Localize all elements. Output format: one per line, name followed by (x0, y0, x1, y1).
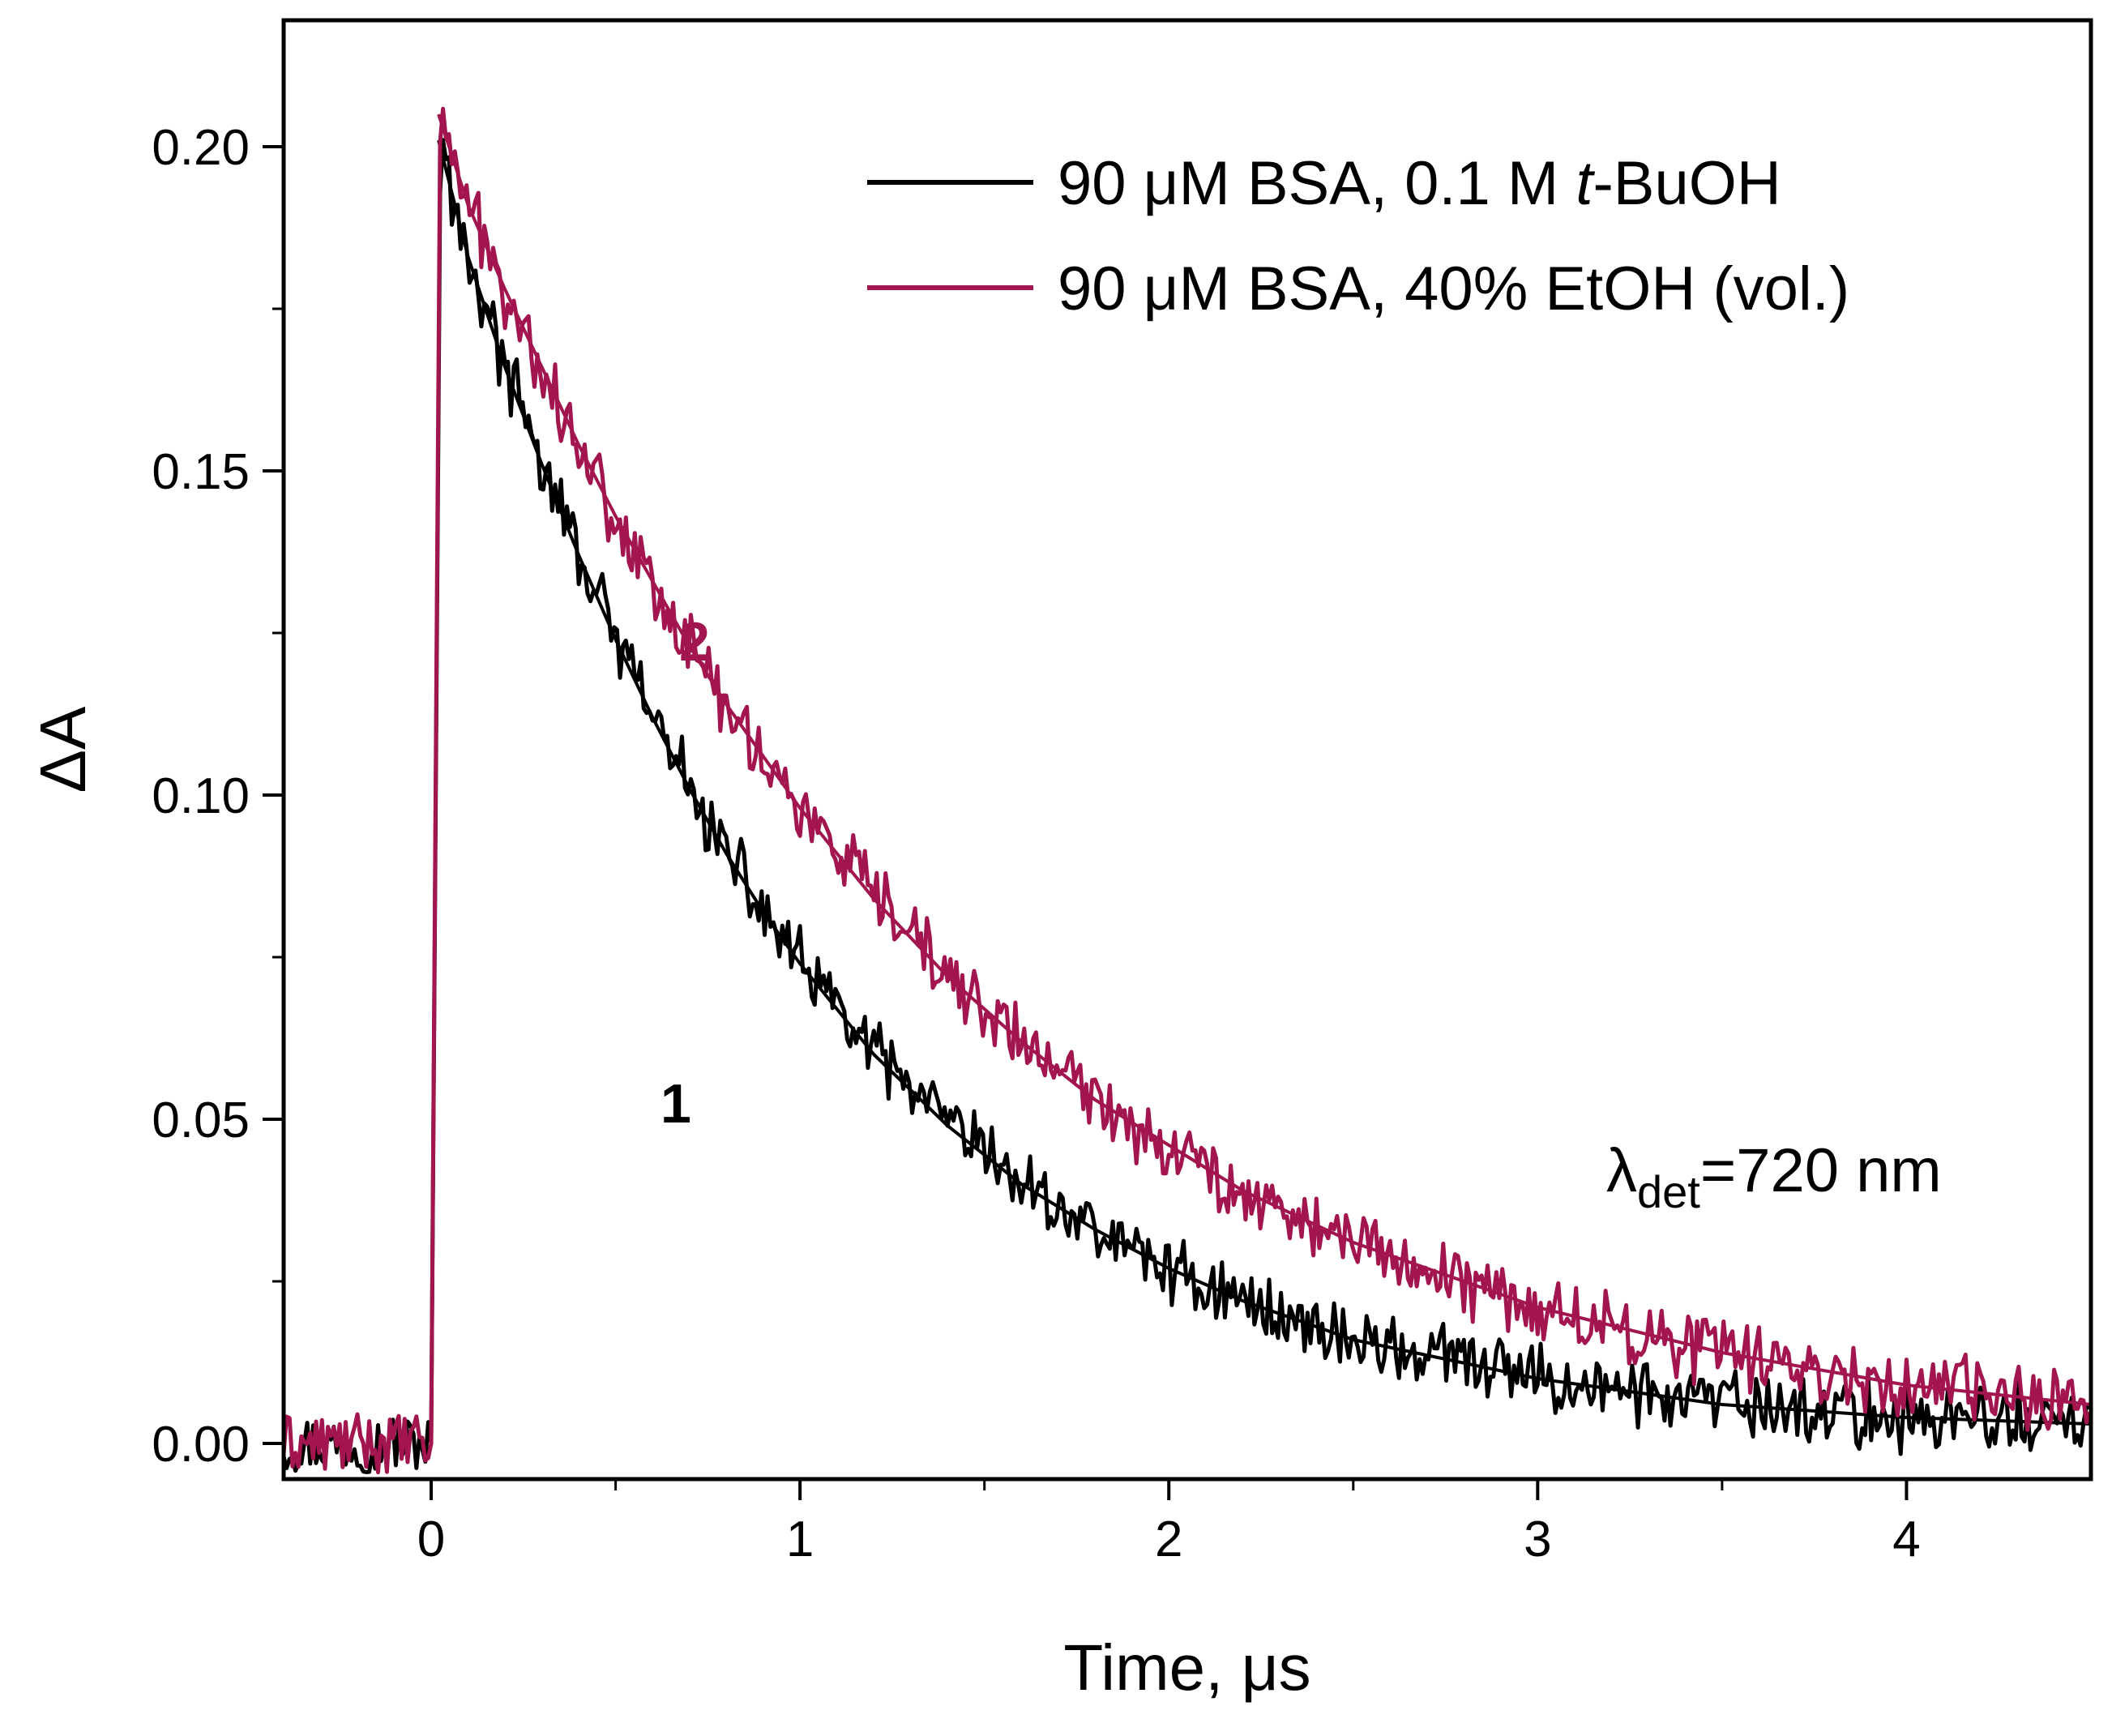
x-tick-label-4: 4 (1892, 1512, 1920, 1567)
y-tick-label-4: 0.20 (152, 120, 250, 176)
note-subscript: det (1637, 1166, 1700, 1217)
x-tick-label-3: 3 (1524, 1512, 1551, 1567)
y-tick-label-1: 0.05 (152, 1092, 250, 1148)
y-tick-label-3: 0.15 (152, 444, 250, 500)
y-tick-label-0: 0.00 (152, 1417, 250, 1473)
x-axis-title: Time, μs (1063, 1631, 1310, 1704)
detection-wavelength-note: λdet=720 nm (1606, 1136, 1942, 1217)
x-tick-label-2: 2 (1155, 1512, 1182, 1567)
y-tick-label-2: 0.10 (152, 768, 250, 824)
legend: 90 μM BSA, 0.1 M t-BuOH 90 μM BSA, 40% E… (867, 149, 1849, 323)
axes-layer: 0 1 2 3 4 0.00 0.05 0.10 0.15 0.20 (152, 120, 1920, 1567)
plot-frame (281, 18, 2093, 1482)
curve-label-1: 1 (661, 1073, 691, 1135)
legend-label-series-1: 90 μM BSA, 0.1 M t-BuOH (1058, 149, 1781, 218)
legend-label-series-1-part-c: -BuOH (1593, 149, 1781, 218)
series-1-fit-line (437, 139, 2092, 1426)
legend-label-series-1-part-b: t (1575, 149, 1595, 218)
curve-label-2: 2 (679, 611, 710, 673)
trace-layer (281, 106, 2092, 1475)
x-tick-label-0: 0 (417, 1512, 445, 1567)
note-lambda: λ (1606, 1136, 1637, 1205)
note-value: =720 nm (1700, 1136, 1942, 1205)
legend-label-series-2: 90 μM BSA, 40% EtOH (vol.) (1058, 254, 1849, 323)
x-tick-label-1: 1 (786, 1512, 814, 1567)
series-2-fit-line (437, 113, 2092, 1406)
legend-label-series-1-part-a: 90 μM BSA, 0.1 M (1058, 149, 1575, 218)
y-axis-title: ΔA (27, 706, 99, 793)
series-2-raw-trace (281, 106, 2092, 1475)
